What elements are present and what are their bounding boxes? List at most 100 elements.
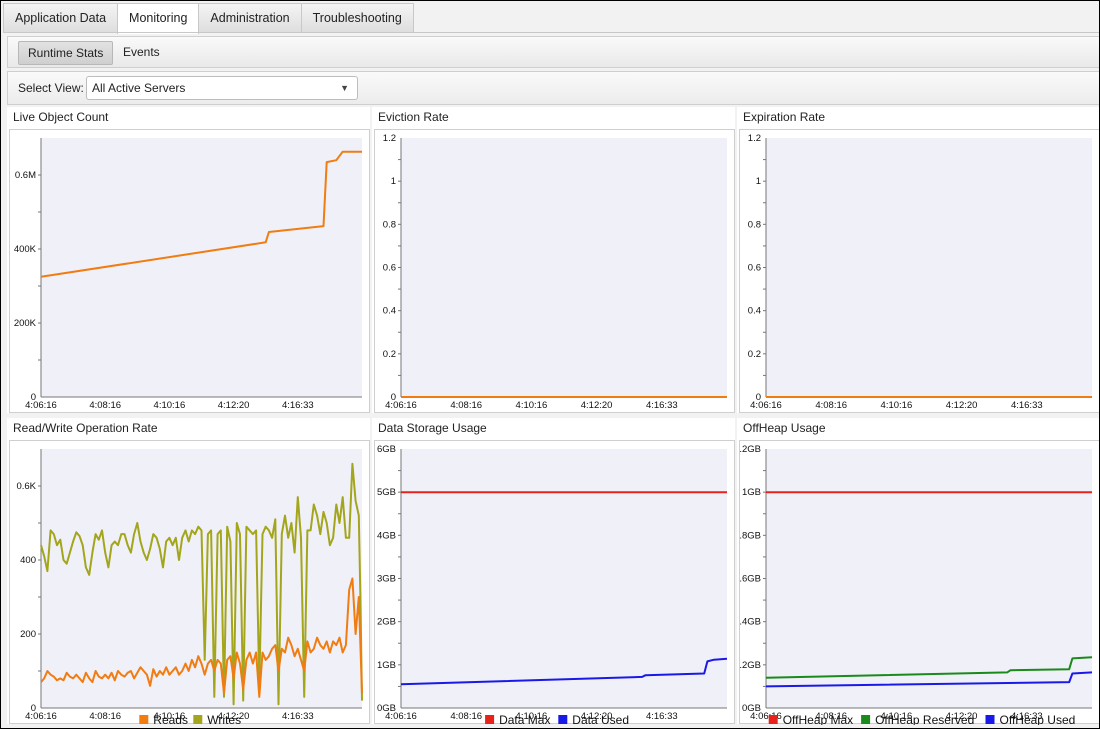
legend-label: OffHeap Used — [1000, 713, 1076, 725]
x-tick-label: 4:06:16 — [750, 711, 782, 722]
y-tick-label: 0.8GB — [740, 530, 761, 541]
chart-title: Eviction Rate — [378, 110, 449, 124]
x-tick-label: 4:08:16 — [815, 711, 847, 722]
y-tick-label: 3GB — [377, 574, 396, 585]
legend-swatch — [985, 715, 995, 724]
plot-area — [41, 449, 362, 708]
y-tick-label: 4GB — [377, 530, 396, 541]
y-tick-label: 0GB — [742, 703, 761, 714]
select-view-label: Select View: — [18, 81, 84, 95]
series-line-offheap-used — [765, 671, 1093, 688]
x-tick-label: 4:10:16 — [881, 711, 913, 722]
y-tick-label: 1GB — [742, 487, 761, 498]
line-chart: 0GB 1GB 2GB 3GB 4GB 5GB 6GB 4:06:16 4:08:16 4:10:… — [377, 444, 728, 725]
x-tick-label: 4:08:16 — [815, 400, 847, 411]
tab-monitoring[interactable]: Monitoring — [117, 3, 200, 34]
x-tick-label: 4:06:16 — [385, 400, 417, 411]
subtab-events[interactable]: Events — [123, 45, 160, 59]
server-view-select[interactable]: All Active Servers ▼ — [86, 76, 358, 100]
x-tick-label: 4:08:16 — [450, 711, 482, 722]
x-tick-label: 4:12:20 — [581, 400, 613, 411]
y-tick-label: 1.2 — [748, 133, 761, 144]
x-tick-label: 4:06:16 — [25, 400, 57, 411]
y-tick-label: 0.8 — [748, 219, 761, 230]
dropdown-arrow-icon: ▼ — [340, 83, 349, 93]
y-tick-label: 200K — [14, 318, 37, 329]
x-tick-label: 4:16:33 — [646, 400, 678, 411]
x-tick-label: 4:10:16 — [516, 711, 548, 722]
legend-label: Data Used — [572, 713, 629, 725]
y-tick-label: 0.6GB — [740, 574, 761, 585]
line-chart: 0 200 400 0.6K 4:06:16 4:08:16 4:10:16 4:12:20 4… — [16, 449, 363, 725]
y-tick-label: 0.2GB — [740, 660, 761, 671]
chart-title: OffHeap Usage — [743, 421, 826, 435]
tab-troubleshooting[interactable]: Troubleshooting — [300, 3, 414, 32]
view-selector-bar: Select View: All Active Servers ▼ — [7, 71, 1099, 105]
y-tick-label: 0.6 — [748, 263, 761, 274]
y-tick-label: 1GB — [377, 660, 396, 671]
chart-frame: 0GB 0.2GB 0.4GB 0.6GB 0.8GB 1GB 1.2GB 4:06:16 4:… — [739, 440, 1099, 725]
y-tick-label: 400 — [20, 555, 36, 566]
y-tick-label: 0.6K — [16, 481, 36, 492]
x-tick-label: 4:06:16 — [385, 711, 417, 722]
y-tick-label: 0 — [31, 703, 36, 714]
chart-title: Data Storage Usage — [378, 421, 487, 435]
tab-divider — [3, 32, 1099, 33]
series-line-reads — [40, 577, 363, 698]
series-line-offheap-reserved — [765, 656, 1093, 679]
legend-label: Writes — [207, 713, 241, 725]
plot-area — [766, 138, 1092, 397]
y-tick-label: 0GB — [377, 703, 396, 714]
x-tick-label: 4:06:16 — [750, 400, 782, 411]
plot-area — [401, 138, 727, 397]
y-tick-label: 0.6 — [383, 263, 396, 274]
chart-title: Live Object Count — [13, 110, 109, 124]
chart-panel-data-storage-usage: Data Storage Usage 0GB 1GB 2GB 3GB 4GB 5GB 6GB 4… — [372, 418, 735, 725]
chart-panel-eviction-rate: Eviction Rate 0 0.2 0.4 0.6 0.8 1 1.2 4:06:16 4:0… — [372, 107, 735, 413]
series-line-0 — [40, 150, 362, 278]
y-tick-label: 400K — [14, 244, 37, 255]
legend-label: Data Max — [499, 713, 550, 725]
x-tick-label: 4:08:16 — [89, 711, 121, 722]
chart-frame: 0 0.2 0.4 0.6 0.8 1 1.2 4:06:16 4:08:16 4:10:16 4:… — [374, 129, 735, 413]
legend-swatch — [139, 715, 149, 724]
chart-frame: 0GB 1GB 2GB 3GB 4GB 5GB 6GB 4:06:16 4:08:16 4:10:… — [374, 440, 735, 725]
chart-frame: 0 200 400 0.6K 4:06:16 4:08:16 4:10:16 4:12:20 4… — [9, 440, 370, 725]
y-tick-label: 2GB — [377, 617, 396, 628]
main-tab-bar: Application Data Monitoring Administrati… — [3, 3, 414, 34]
sub-tab-bar: Runtime Stats Events — [7, 36, 1099, 68]
legend-label: OffHeap Reserved — [875, 713, 974, 725]
x-tick-label: 4:12:20 — [218, 400, 250, 411]
y-tick-label: 0.4GB — [740, 617, 761, 628]
y-tick-label: 0 — [31, 392, 36, 403]
y-tick-label: 0 — [391, 392, 396, 403]
y-tick-label: 1.2GB — [740, 444, 761, 455]
subtab-runtime-stats[interactable]: Runtime Stats — [18, 41, 114, 65]
select-value: All Active Servers — [92, 81, 186, 95]
x-tick-label: 4:16:33 — [1011, 711, 1043, 722]
y-tick-label: 1 — [391, 176, 396, 187]
chart-title: Expiration Rate — [743, 110, 826, 124]
line-chart: 0 0.2 0.4 0.6 0.8 1 1.2 4:06:16 4:08:16 4:10:16 4:… — [383, 133, 727, 411]
x-tick-label: 4:16:33 — [1011, 400, 1043, 411]
x-tick-label: 4:12:20 — [946, 400, 978, 411]
y-tick-label: 0.6M — [15, 170, 36, 181]
line-chart: 0 0.2 0.4 0.6 0.8 1 1.2 4:06:16 4:08:16 4:10:16 4:… — [748, 133, 1092, 411]
x-tick-label: 4:08:16 — [89, 400, 121, 411]
chart-frame: 0 200K 400K 0.6M 4:06:16 4:08:16 4:10:16 4:12:2… — [9, 129, 370, 413]
chart-title: Read/Write Operation Rate — [13, 421, 158, 435]
chart-panel-offheap-usage: OffHeap Usage 0GB 0.2GB 0.4GB 0.6GB 0.8GB 1GB 1… — [737, 418, 1099, 725]
tab-administration[interactable]: Administration — [198, 3, 302, 32]
plot-area — [41, 138, 362, 397]
x-tick-label: 4:08:16 — [450, 400, 482, 411]
y-tick-label: 0.2 — [383, 349, 396, 360]
tab-application-data[interactable]: Application Data — [3, 3, 119, 32]
x-tick-label: 4:16:33 — [282, 400, 314, 411]
y-tick-label: 0.4 — [383, 306, 396, 317]
series-line-data-used — [400, 657, 728, 686]
x-tick-label: 4:16:33 — [282, 711, 314, 722]
y-tick-label: 0.8 — [383, 219, 396, 230]
y-tick-label: 6GB — [377, 444, 396, 455]
x-tick-label: 4:10:16 — [516, 400, 548, 411]
